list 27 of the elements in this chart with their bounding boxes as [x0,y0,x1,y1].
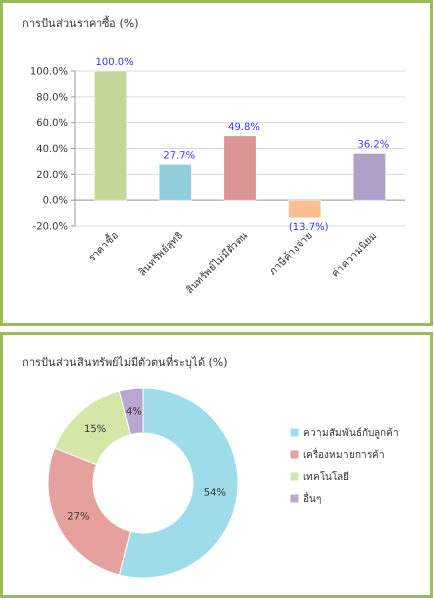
data-label: 15% [84,424,106,436]
bar [288,200,322,218]
bar [352,153,386,200]
legend-label: ความสัมพันธ์กับลูกค้า [303,427,399,439]
chart-title: การปันส่วนราคาซื้อ (%) [22,15,139,30]
data-label: 27% [67,511,90,522]
data-label: 100.0% [96,57,134,68]
y-tick-label: 0.0% [42,196,68,207]
bar [94,70,128,200]
legend-label: เครื่องหมายการค้า [303,447,385,461]
data-label: 36.2% [358,139,390,150]
data-label: 49.8% [228,122,260,133]
data-label: 54% [204,488,226,499]
bar [224,136,256,200]
bar [158,164,192,200]
y-tick-label: 80.0% [36,92,68,104]
data-label: (13.7%) [288,222,329,233]
y-tick-label: 100.0% [30,66,68,78]
data-label: 27.7% [163,150,196,162]
y-tick-label: 20.0% [36,170,68,181]
y-tick-label: 60.0% [36,118,68,130]
legend-label: เทคโนโลยี [303,470,349,483]
legend-label: อื่นๆ [303,491,321,505]
chart-title: การปันส่วนสินทรัพย์ไม่มีตัวตนที่ระบุได้ (%) [22,354,228,369]
y-tick-label: 40.0% [36,144,68,155]
data-label: 4% [126,406,142,418]
y-tick-label: -20.0% [32,222,68,232]
